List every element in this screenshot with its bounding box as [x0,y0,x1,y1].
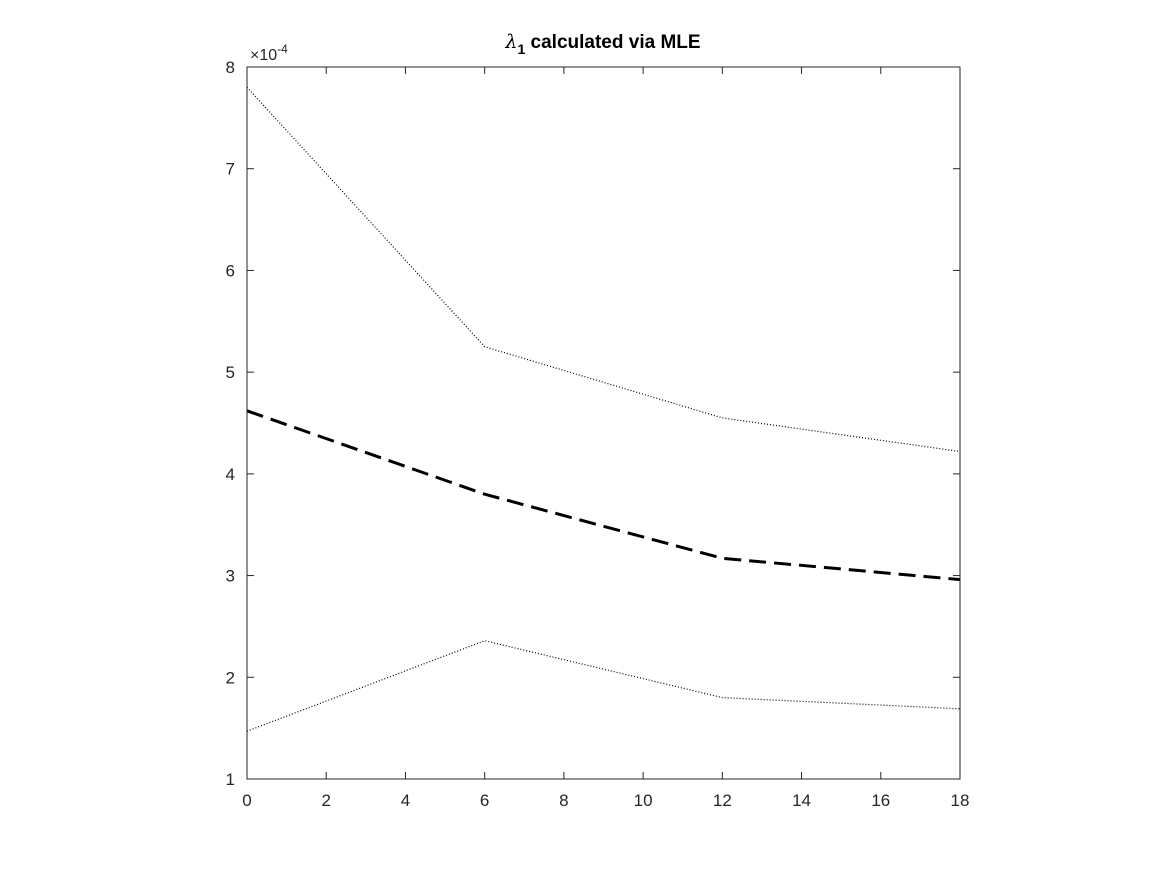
x-tick-label: 12 [713,791,732,810]
x-tick-label: 6 [480,791,489,810]
y-tick-label: 7 [226,160,235,179]
series-layer [246,86,961,732]
y-tick-label: 6 [226,261,235,280]
y-tick-label: 1 [226,770,235,789]
title-subscript: 1 [517,41,525,57]
axis-multiplier: ×10-4 [250,42,288,64]
x-tick-label: 8 [559,791,568,810]
y-tick-label: 8 [226,58,235,77]
title-symbol: λ [504,31,517,53]
series-line-1-dashed [246,409,961,582]
x-tick-label: 10 [634,791,653,810]
plot-frame [246,66,961,780]
x-tick-label: 2 [321,791,330,810]
chart-title: λ1 calculated via MLE [504,31,700,57]
y-tick-label: 4 [226,465,235,484]
y-tick-label: 2 [226,668,235,687]
x-tick-label: 4 [401,791,410,810]
x-tick-label: 14 [792,791,811,810]
x-tick-label: 18 [951,791,970,810]
y-tick-label: 3 [226,567,235,586]
title-rest: calculated via MLE [525,32,700,53]
plot-background [247,67,960,779]
x-tick-label: 0 [242,791,251,810]
x-tick-label: 16 [871,791,890,810]
y-tick-label: 5 [226,363,235,382]
